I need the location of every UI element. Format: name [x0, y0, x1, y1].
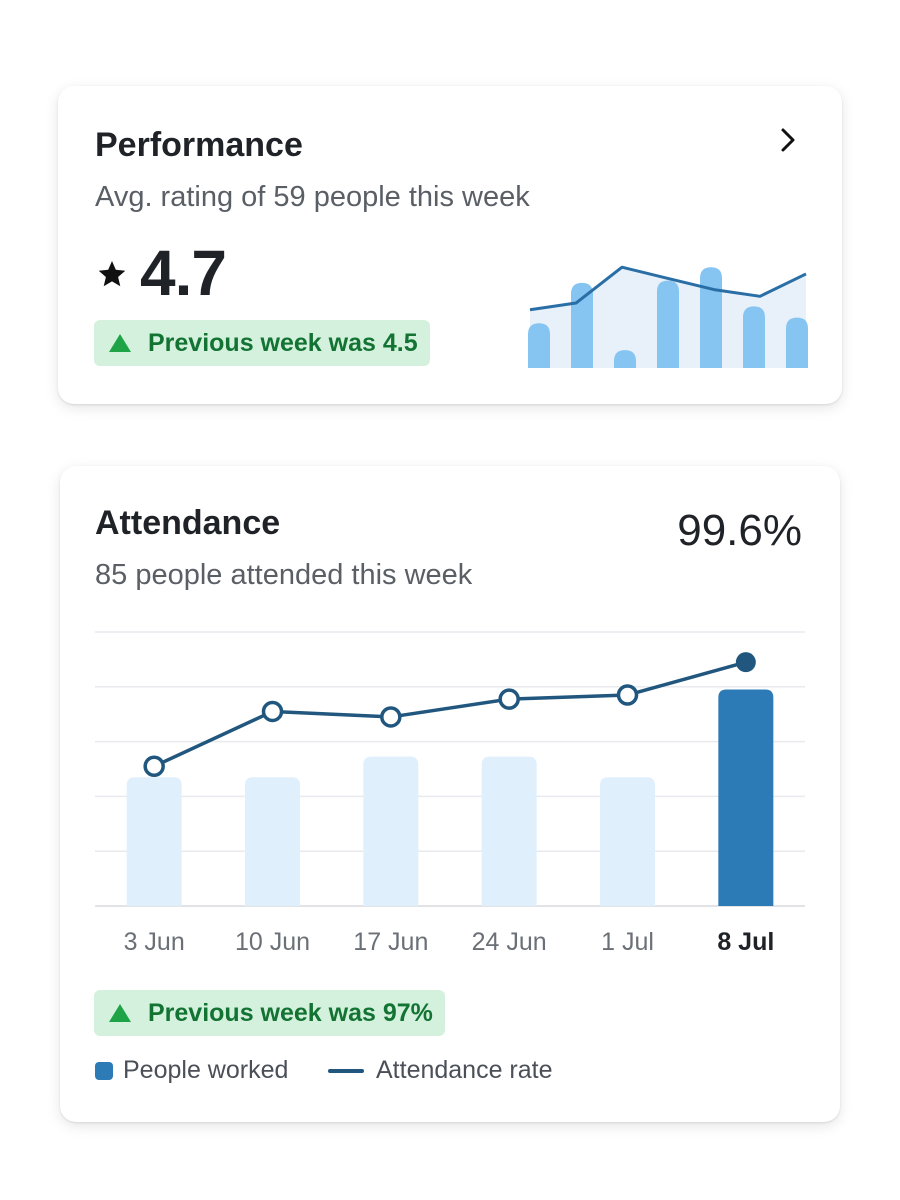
- chart-bar: [481, 756, 537, 906]
- sparkline-bar: [614, 350, 636, 368]
- legend-label-attendance-rate: Attendance rate: [376, 1056, 553, 1084]
- chart-bar: [718, 689, 774, 906]
- legend-swatch-bar: [95, 1061, 113, 1080]
- sparkline-line: [529, 265, 807, 312]
- star-icon: [98, 261, 126, 287]
- performance-badge-text: Previous week was 4.5: [148, 328, 418, 357]
- chart-bar: [126, 777, 182, 906]
- chart-point: [498, 688, 520, 710]
- chart-bar: [245, 777, 300, 906]
- attendance-rate-value: 99.6%: [677, 506, 802, 555]
- chart-point: [143, 755, 165, 778]
- chevron-right-icon[interactable]: [774, 126, 802, 154]
- triangle-up-icon: [109, 1004, 131, 1022]
- x-tick-label: 8 Jul: [717, 928, 774, 956]
- sparkline-bar: [743, 306, 765, 368]
- performance-title: Performance: [95, 126, 303, 164]
- x-tick-label: 17 Jun: [353, 928, 428, 956]
- chart-point: [616, 684, 639, 706]
- x-tick-label: 1 Jul: [601, 928, 654, 956]
- x-tick-label: 10 Jun: [235, 928, 310, 956]
- legend-label-people-worked: People worked: [123, 1056, 289, 1084]
- sparkline-bar: [657, 280, 679, 368]
- performance-trend-badge: Previous week was 4.5: [94, 320, 430, 366]
- chart-bar: [600, 777, 655, 906]
- triangle-up-icon: [109, 334, 131, 352]
- attendance-card[interactable]: Attendance 85 people attended this week …: [60, 466, 840, 1122]
- sparkline-bar: [700, 267, 722, 368]
- attendance-rate-line: [153, 660, 747, 768]
- legend-item-attendance-rate: Attendance rate: [328, 1056, 553, 1085]
- sparkline-bar: [528, 323, 550, 368]
- chart-point: [261, 700, 284, 723]
- performance-sparkline: [528, 265, 808, 368]
- attendance-subtitle: 85 people attended this week: [95, 559, 473, 591]
- attendance-trend-badge: Previous week was 97%: [94, 990, 445, 1036]
- performance-subtitle: Avg. rating of 59 people this week: [95, 181, 530, 213]
- sparkline-bar: [571, 282, 593, 368]
- legend-swatch-line: [328, 1068, 364, 1073]
- chart-point: [380, 706, 402, 728]
- chart-bar: [363, 756, 419, 906]
- chart-point: [735, 652, 756, 673]
- x-tick-label: 3 Jun: [124, 928, 185, 956]
- attendance-title: Attendance: [95, 504, 281, 542]
- attendance-badge-text: Previous week was 97%: [148, 998, 433, 1027]
- sparkline-bar: [786, 317, 808, 368]
- performance-rating: 4.7: [140, 237, 227, 309]
- x-tick-label: 24 Jun: [472, 928, 547, 956]
- legend-item-people-worked: People worked: [95, 1056, 288, 1085]
- performance-card[interactable]: Performance Avg. rating of 59 people thi…: [58, 86, 842, 404]
- attendance-chart: 3 Jun 10 Jun 17 Jun 24 Jun 1 Jul 8 Jul: [95, 631, 805, 956]
